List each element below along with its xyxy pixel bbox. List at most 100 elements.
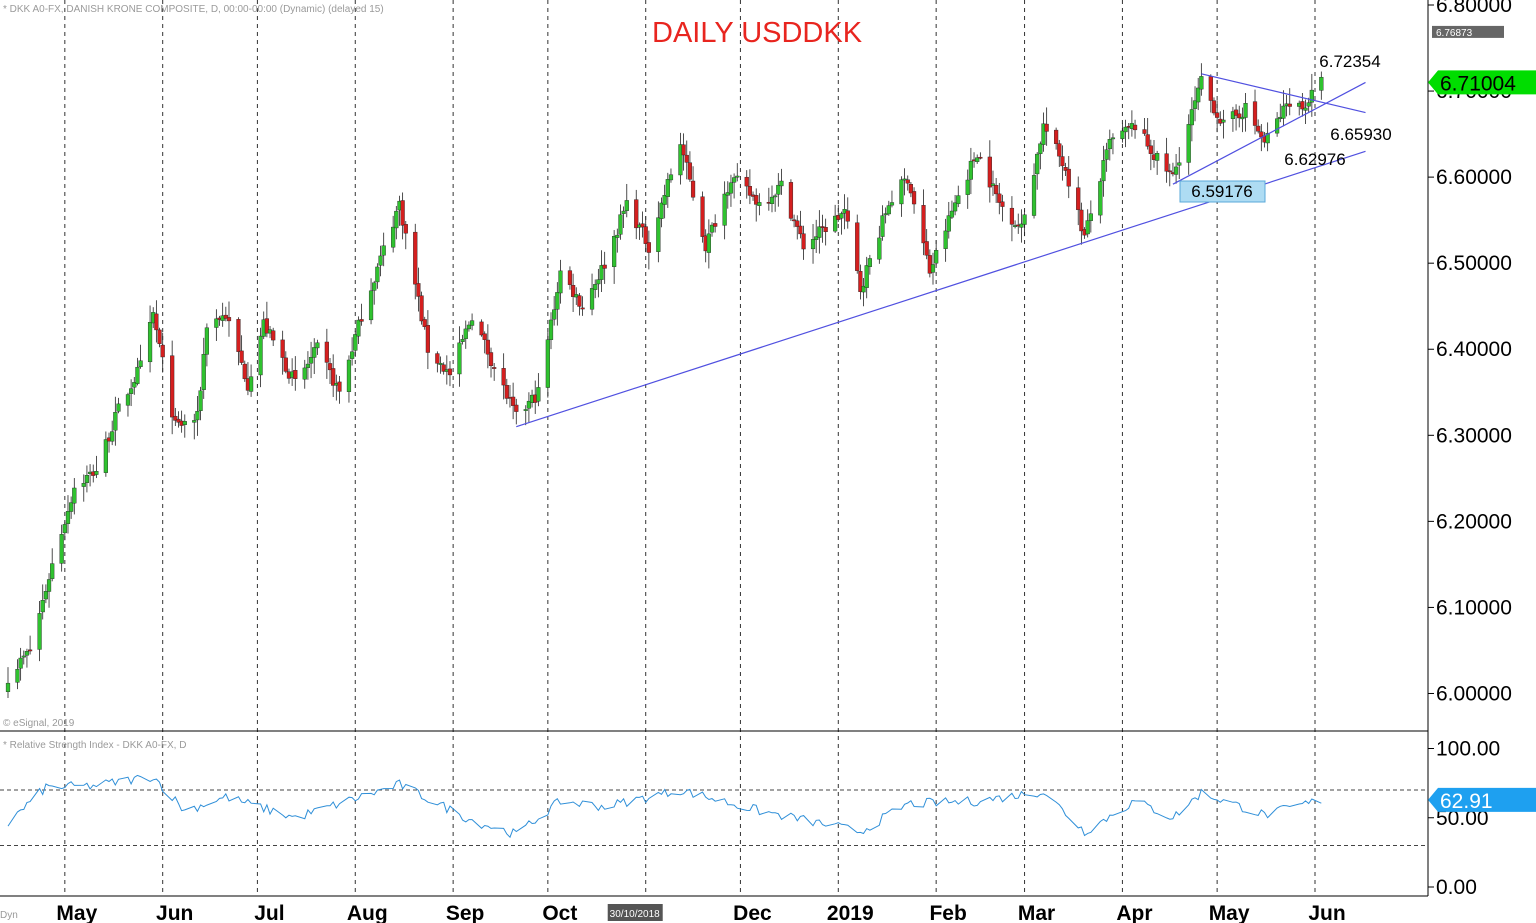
candle-body <box>791 219 797 222</box>
candle <box>113 396 118 446</box>
candle-body <box>709 224 715 233</box>
candle <box>567 266 573 290</box>
candle <box>15 659 20 690</box>
candle <box>258 327 263 388</box>
candle-body <box>72 487 77 504</box>
candle-body <box>469 320 475 326</box>
candle-body <box>264 318 269 334</box>
candle-body <box>599 265 604 280</box>
candle-body <box>1000 201 1005 207</box>
candle <box>1164 137 1169 183</box>
candle <box>769 185 775 213</box>
candle <box>94 455 99 479</box>
candle-body <box>485 339 490 355</box>
candle <box>327 358 333 384</box>
candle <box>350 337 355 366</box>
candle <box>994 178 999 203</box>
month-tick-label: Feb <box>929 902 966 923</box>
candle-body <box>305 363 311 368</box>
candle <box>615 228 620 253</box>
candle <box>1057 139 1062 167</box>
candle-body <box>1306 102 1311 107</box>
candle-body <box>728 182 734 194</box>
price-tick-label: 6.40000 <box>1436 338 1512 361</box>
candle <box>492 363 497 381</box>
candle <box>176 411 181 428</box>
candle <box>1319 71 1324 100</box>
candle-body <box>744 176 749 187</box>
candle-body <box>1132 124 1138 131</box>
candle <box>867 254 872 275</box>
month-tick-label: Mar <box>1018 902 1055 923</box>
candle-body <box>5 682 11 692</box>
candle <box>1110 133 1116 155</box>
candle <box>280 330 285 375</box>
candle <box>308 341 314 379</box>
candle <box>706 219 711 269</box>
candle-body <box>580 307 585 310</box>
candle-body <box>15 668 20 683</box>
candle-body <box>747 186 752 196</box>
candle-body <box>975 157 980 162</box>
candle-body <box>858 271 863 292</box>
candle-body <box>552 309 557 320</box>
candle-body <box>921 205 926 244</box>
candle <box>987 140 992 203</box>
candle <box>305 351 311 380</box>
candle-body <box>356 319 361 337</box>
candle <box>372 280 377 305</box>
candle-body <box>492 367 497 369</box>
trendline <box>1201 73 1366 114</box>
candle-body <box>526 400 532 409</box>
candle <box>403 220 408 250</box>
candle-body <box>324 341 329 363</box>
candle-body <box>214 318 219 328</box>
price-annotations: 6.72354 6.65930 6.62976 6.59176 <box>1179 52 1392 203</box>
candle <box>125 392 131 417</box>
candle <box>883 207 888 224</box>
candle <box>368 278 374 325</box>
time-axis-ticks: May Jun Jul Aug Sep Oct 30/10/2018 Dec 2019 Feb Ma… <box>56 902 1345 923</box>
candle-body <box>81 483 86 487</box>
candle <box>1173 154 1179 184</box>
candle <box>823 218 828 246</box>
candle <box>182 414 187 438</box>
candle-body <box>103 439 108 473</box>
candle-body <box>1237 113 1242 119</box>
candle-body <box>113 412 118 431</box>
candle-body <box>447 368 453 376</box>
candle-body <box>621 210 626 214</box>
candle <box>858 264 863 300</box>
candle <box>791 214 797 228</box>
candle-body <box>798 225 803 235</box>
candle <box>65 495 71 534</box>
candle <box>779 168 784 195</box>
candle-body <box>1038 143 1043 154</box>
annotation-mid: 6.65930 <box>1330 125 1391 144</box>
candle-body <box>24 651 30 656</box>
candle-body <box>732 177 737 183</box>
candle-body <box>886 205 891 215</box>
candle-body <box>283 357 288 372</box>
candle <box>864 256 869 299</box>
candle-body <box>640 223 645 228</box>
candle <box>346 355 352 403</box>
candle <box>157 327 162 348</box>
rsi-value-badge: 62.91 <box>1440 790 1493 813</box>
candle-body <box>1110 137 1116 140</box>
candle-body <box>378 255 383 266</box>
candle-body <box>946 215 951 232</box>
candle <box>754 188 759 222</box>
candle-body <box>43 591 48 600</box>
candle-body <box>997 193 1002 203</box>
candle-body <box>236 319 241 352</box>
candle <box>1306 97 1311 113</box>
candle-body <box>706 233 711 253</box>
copyright-label: © eSignal, 2019 <box>3 718 75 729</box>
candle <box>264 301 269 338</box>
candle <box>911 187 917 214</box>
candle <box>1066 156 1071 199</box>
candle-body <box>308 357 314 364</box>
candle-body <box>204 327 209 355</box>
candle-body <box>773 195 778 198</box>
